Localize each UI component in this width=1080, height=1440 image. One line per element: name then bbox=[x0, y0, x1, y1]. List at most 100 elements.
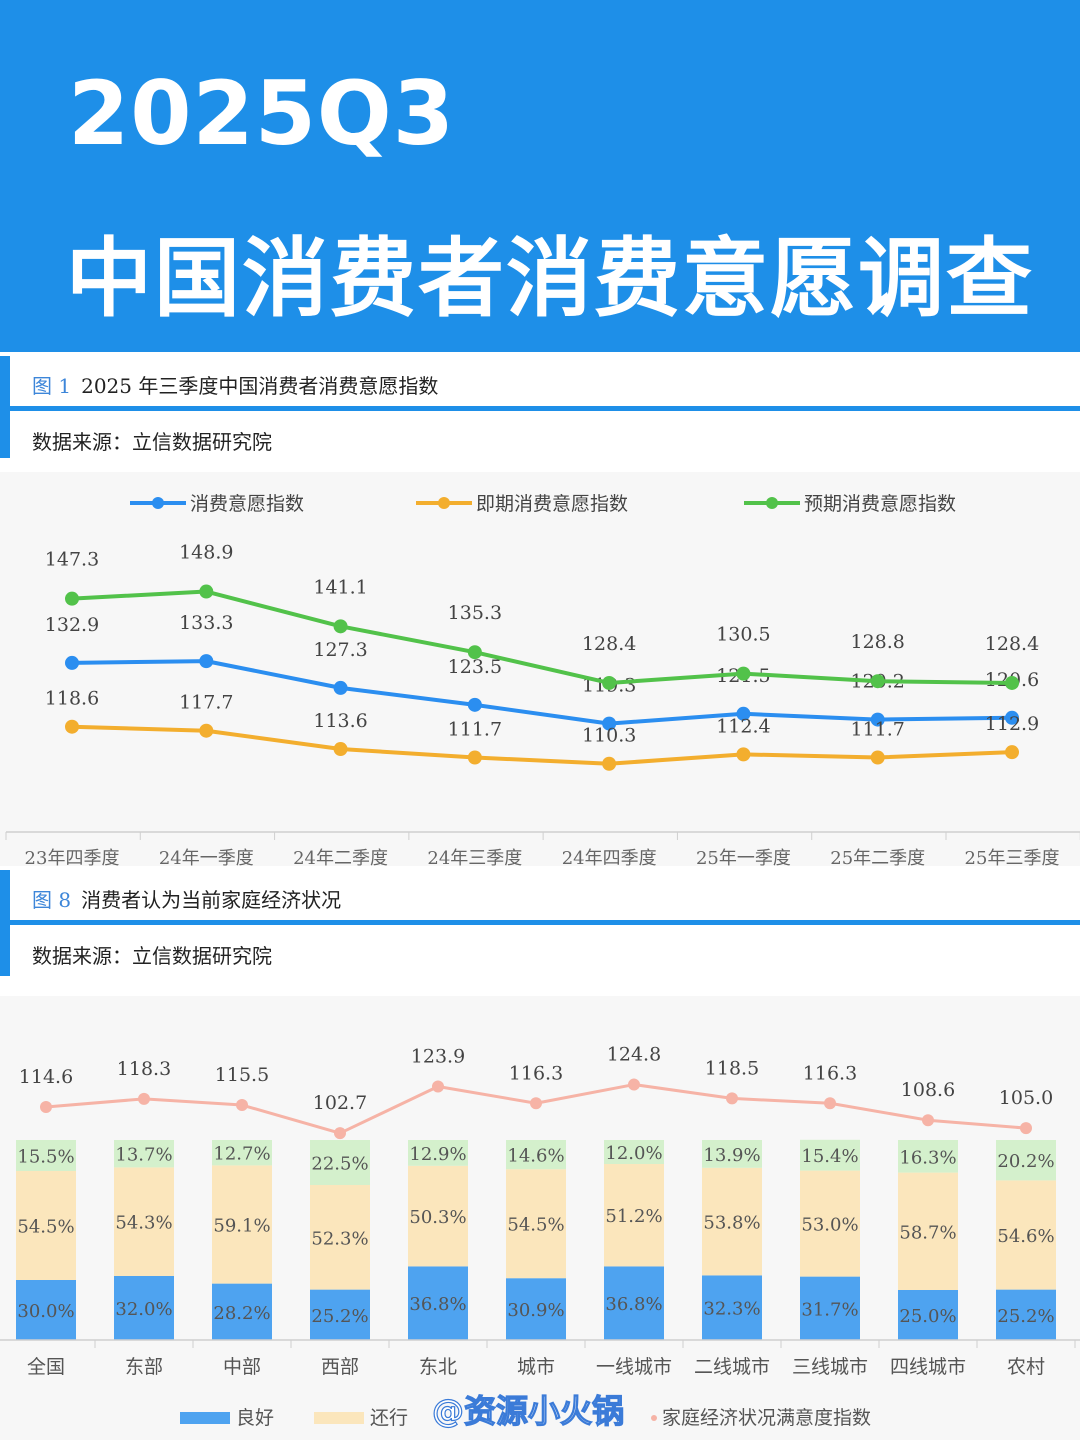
data-label: 111.7 bbox=[448, 718, 502, 740]
figure8-header: 图 8 消费者认为当前家庭经济状况 数据来源：立信数据研究院 bbox=[0, 866, 1080, 976]
bar-segment-1 bbox=[506, 1278, 566, 1340]
index-point bbox=[432, 1080, 444, 1093]
bar-label: 54.6% bbox=[997, 1226, 1054, 1247]
data-point bbox=[65, 655, 79, 670]
figure1-rule bbox=[10, 406, 1080, 411]
index-label: 118.5 bbox=[705, 1057, 759, 1079]
index-label: 123.9 bbox=[411, 1046, 465, 1068]
x-tick-label: 25年三季度 bbox=[965, 848, 1060, 866]
data-point bbox=[199, 654, 214, 669]
bar-segment-2 bbox=[16, 1171, 76, 1280]
data-point bbox=[199, 584, 214, 599]
bar-label: 25.2% bbox=[997, 1306, 1054, 1327]
bar-segment-2 bbox=[408, 1165, 468, 1267]
data-point bbox=[199, 723, 214, 738]
index-label: 108.6 bbox=[901, 1079, 955, 1101]
data-point bbox=[736, 747, 751, 762]
legend-swatch-ok bbox=[314, 1412, 364, 1424]
x-tick-label: 二线城市 bbox=[694, 1356, 770, 1378]
bar-segment-2 bbox=[898, 1172, 958, 1290]
index-point bbox=[628, 1078, 640, 1091]
figure1-header: 图 1 2025 年三季度中国消费者消费意愿指数 数据来源：立信数据研究院 bbox=[0, 352, 1080, 458]
bar-label: 58.7% bbox=[899, 1222, 956, 1243]
bar-label: 14.6% bbox=[507, 1146, 564, 1167]
legend-marker-3 bbox=[766, 497, 778, 509]
data-label: 111.7 bbox=[851, 718, 905, 740]
bar-segment-1 bbox=[310, 1289, 370, 1340]
bar-segment-2 bbox=[996, 1180, 1056, 1290]
legend-marker-index bbox=[651, 1415, 657, 1421]
index-label: 124.8 bbox=[607, 1044, 661, 1066]
legend-label-3: 预期消费意愿指数 bbox=[804, 493, 956, 515]
hero-title-year: 2025Q3 bbox=[68, 62, 455, 165]
index-label: 115.5 bbox=[215, 1064, 269, 1086]
bar-label: 54.5% bbox=[507, 1215, 564, 1236]
bar-label: 32.3% bbox=[703, 1299, 760, 1320]
hero-title-main: 中国消费者消费意愿调查 bbox=[66, 229, 1034, 329]
index-point bbox=[922, 1114, 934, 1127]
bar-label: 51.2% bbox=[605, 1206, 662, 1227]
index-point bbox=[1020, 1122, 1032, 1135]
index-point bbox=[334, 1127, 346, 1140]
x-tick-label: 西部 bbox=[321, 1356, 359, 1378]
bar-label: 20.2% bbox=[997, 1151, 1054, 1172]
figure1-number: 图 1 bbox=[32, 374, 72, 398]
figure8-title-text: 消费者认为当前家庭经济状况 bbox=[81, 888, 342, 912]
index-label: 102.7 bbox=[313, 1092, 367, 1114]
bar-segment-3 bbox=[16, 1140, 76, 1171]
bar-segment-2 bbox=[114, 1167, 174, 1276]
legend-label-1: 消费意愿指数 bbox=[190, 493, 304, 515]
data-point bbox=[870, 674, 885, 689]
bar-label: 50.3% bbox=[409, 1207, 466, 1228]
consumption-willingness-line-chart: 消费意愿指数 即期消费意愿指数 预期消费意愿指数 23年四季度 24年一季度 24年二季度… bbox=[0, 472, 1080, 866]
legend-marker-2 bbox=[438, 497, 450, 509]
series-line-1 bbox=[71, 659, 1013, 726]
bar-segment-1 bbox=[16, 1280, 76, 1340]
x-tick-label: 农村 bbox=[1007, 1356, 1045, 1378]
data-label: 135.3 bbox=[448, 602, 502, 624]
bar-segment-3 bbox=[996, 1140, 1056, 1181]
x-tick-label: 东北 bbox=[419, 1356, 457, 1378]
bar-label: 30.0% bbox=[17, 1301, 74, 1322]
x-tick-label: 23年四季度 bbox=[25, 848, 120, 866]
bar-segment-2 bbox=[310, 1185, 370, 1290]
data-label: 148.9 bbox=[179, 542, 233, 564]
x-tick-label: 25年一季度 bbox=[696, 848, 791, 866]
data-point bbox=[736, 666, 751, 681]
legend-label-good: 良好 bbox=[236, 1407, 274, 1429]
bar-label: 12.9% bbox=[409, 1144, 466, 1165]
bar-segment-3 bbox=[702, 1140, 762, 1168]
bar-label: 59.1% bbox=[213, 1216, 270, 1237]
bar-label: 54.5% bbox=[17, 1217, 74, 1238]
data-point bbox=[870, 712, 885, 727]
data-label: 110.3 bbox=[582, 725, 636, 747]
bar-segment-1 bbox=[800, 1276, 860, 1340]
bar-label: 32.0% bbox=[115, 1299, 172, 1320]
bar-segment-3 bbox=[604, 1140, 664, 1164]
figure8-number: 图 8 bbox=[32, 888, 72, 912]
figure1-accent-bar bbox=[0, 356, 10, 458]
x-tick-label: 东部 bbox=[125, 1356, 163, 1378]
index-label: 105.0 bbox=[999, 1087, 1053, 1109]
bar-label: 31.7% bbox=[801, 1299, 858, 1320]
figure1-source: 数据来源：立信数据研究院 bbox=[32, 430, 272, 454]
series-line-3 bbox=[71, 589, 1013, 685]
bar-segment-1 bbox=[604, 1266, 664, 1340]
data-point bbox=[1005, 710, 1019, 725]
index-point bbox=[138, 1092, 150, 1105]
figure8-source: 数据来源：立信数据研究院 bbox=[32, 944, 272, 968]
bar-label: 53.8% bbox=[703, 1213, 760, 1234]
index-point bbox=[530, 1097, 542, 1110]
data-point bbox=[602, 716, 617, 731]
bar-segment-2 bbox=[604, 1164, 664, 1267]
data-point bbox=[333, 742, 348, 757]
x-tick-label: 三线城市 bbox=[792, 1356, 868, 1378]
data-label: 123.5 bbox=[448, 656, 502, 678]
data-label: 132.9 bbox=[45, 614, 99, 636]
data-label: 130.5 bbox=[716, 624, 770, 646]
bar-label: 25.0% bbox=[899, 1306, 956, 1327]
bar-segment-3 bbox=[898, 1140, 958, 1173]
data-point bbox=[467, 697, 482, 712]
data-point bbox=[333, 619, 348, 634]
data-point bbox=[65, 591, 79, 606]
